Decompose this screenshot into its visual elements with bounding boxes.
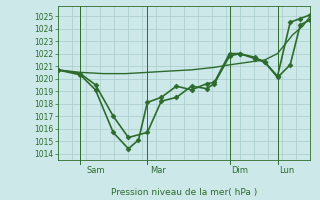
Text: Mar: Mar bbox=[150, 166, 166, 175]
Text: Pression niveau de la mer( hPa ): Pression niveau de la mer( hPa ) bbox=[111, 188, 257, 197]
Text: Lun: Lun bbox=[279, 166, 294, 175]
Text: Dim: Dim bbox=[231, 166, 248, 175]
Text: Sam: Sam bbox=[87, 166, 105, 175]
